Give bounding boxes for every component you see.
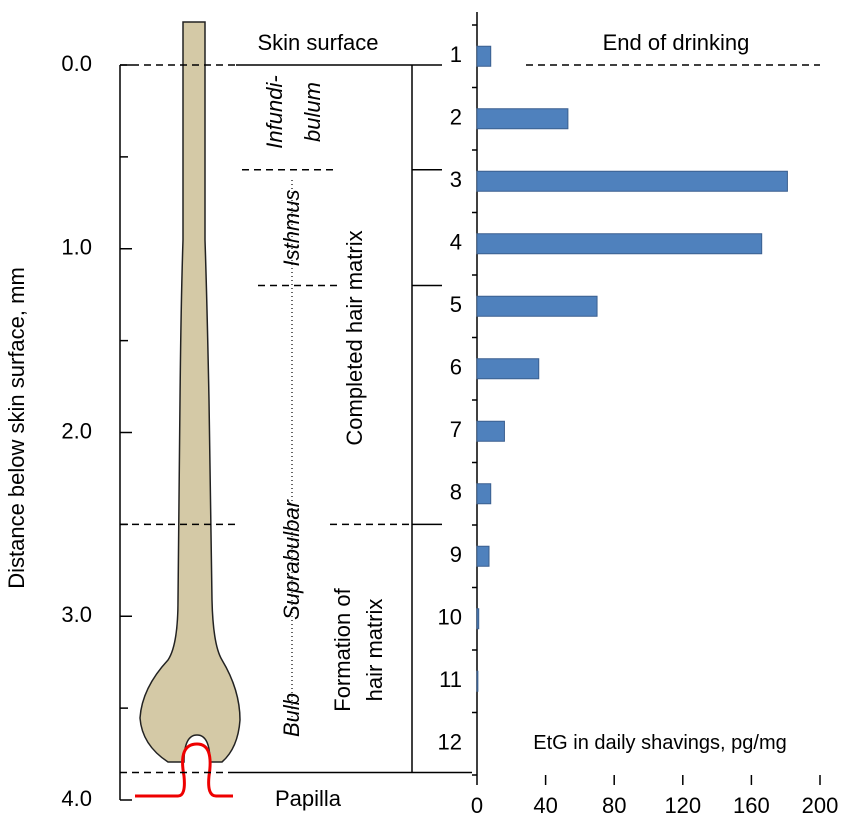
y-axis-label: Distance below skin surface, mm (4, 267, 29, 589)
category-label: 12 (438, 730, 462, 755)
y-tick-label: 3.0 (61, 602, 92, 627)
bar (477, 609, 479, 629)
x-tick-label: 200 (802, 793, 839, 817)
bar (477, 234, 762, 254)
matrix-label: Formation of (330, 587, 355, 711)
bar (477, 484, 491, 504)
bar (477, 546, 489, 566)
zone-label: Infundi- (262, 75, 287, 148)
annotation: End of drinking (603, 30, 750, 55)
zone-label: bulum (300, 82, 325, 142)
x-tick-label: 120 (664, 793, 701, 817)
bar (477, 671, 478, 691)
category-label: 7 (450, 417, 462, 442)
bar (477, 421, 504, 441)
y-tick-label: 1.0 (61, 235, 92, 260)
category-label: 3 (450, 167, 462, 192)
x-axis-label: EtG in daily shavings, pg/mg (533, 732, 786, 754)
category-label: 9 (450, 542, 462, 567)
zone-label: Isthmus (279, 189, 304, 266)
x-tick-label: 80 (602, 793, 626, 817)
category-label: 8 (450, 480, 462, 505)
hair-follicle (140, 22, 240, 762)
category-label: 11 (439, 667, 462, 692)
zone-label: Bulb (279, 693, 304, 737)
x-tick-label: 160 (733, 793, 770, 817)
skin-surface-label: Skin surface (257, 30, 378, 55)
matrix-label: hair matrix (362, 599, 387, 702)
figure: Distance below skin surface, mm Skin sur… (0, 0, 841, 817)
bar (477, 109, 568, 129)
matrix-label: Completed hair matrix (342, 230, 367, 445)
bar (477, 46, 491, 66)
y-tick-label: 4.0 (61, 786, 92, 811)
bar (477, 171, 787, 191)
category-label: 5 (450, 292, 462, 317)
y-tick-label: 2.0 (61, 418, 92, 443)
zone-label: Suprabulbar (279, 498, 304, 620)
bar (477, 359, 539, 379)
x-tick-label: 40 (533, 793, 557, 817)
category-label: 1 (450, 42, 462, 67)
category-label: 6 (450, 355, 462, 380)
y-tick-label: 0.0 (61, 51, 92, 76)
category-label: 4 (450, 230, 462, 255)
x-tick-label: 0 (471, 793, 483, 817)
bar (477, 296, 597, 316)
papilla-label: Papilla (275, 786, 342, 811)
category-label: 10 (438, 605, 462, 630)
category-label: 2 (450, 105, 462, 130)
